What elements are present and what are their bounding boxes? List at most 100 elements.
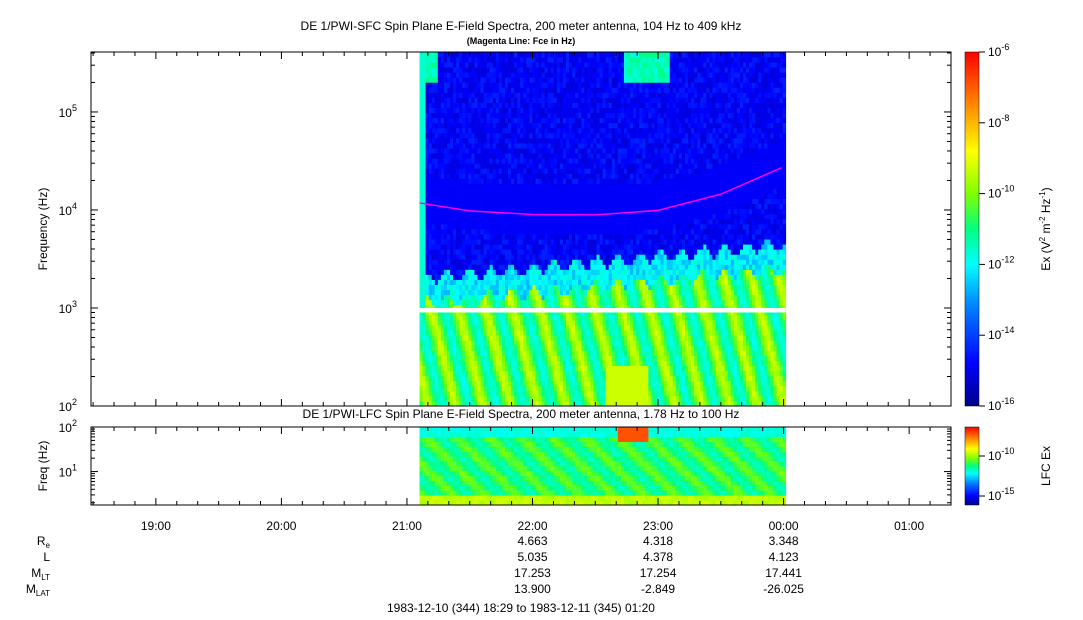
top-spectrogram-cell [511, 244, 515, 250]
top-spectrogram-cell [492, 153, 497, 159]
top-spectrogram-cell [492, 395, 497, 402]
top-spectrogram-cell [526, 234, 530, 240]
top-spectrogram-cell [593, 259, 597, 265]
top-spectrogram-cell [511, 390, 515, 397]
top-spectrogram-cell [550, 355, 555, 361]
top-spectrogram-cell [526, 148, 530, 154]
top-spectrogram-cell [535, 375, 539, 382]
top-spectrogram-cell [428, 72, 433, 78]
top-spectrogram-cell [565, 178, 570, 184]
top-spectrogram-cell [611, 380, 616, 387]
top-spectrogram-cell [611, 153, 616, 159]
top-spectrogram-cell [471, 254, 475, 260]
top-spectrogram-cell [630, 188, 634, 194]
top-spectrogram-cell [419, 178, 423, 184]
top-spectrogram-cell [602, 122, 607, 129]
top-spectrogram-cell [462, 198, 466, 205]
top-spectrogram-cell [465, 385, 469, 392]
top-spectrogram-cell [605, 218, 610, 225]
top-spectrogram-cell [544, 102, 549, 109]
top-spectrogram-cell [486, 380, 491, 387]
top-spectrogram-cell [562, 107, 567, 114]
top-spectrogram-cell [446, 143, 451, 149]
top-spectrogram-cell [511, 143, 515, 149]
top-spectrogram-cell [526, 117, 530, 124]
top-spectrogram-cell [605, 340, 610, 346]
top-spectrogram-cell [495, 395, 500, 402]
top-spectrogram-cell [489, 107, 494, 114]
top-spectrogram-cell [556, 107, 561, 114]
top-spectrogram-cell [630, 102, 634, 109]
top-spectrogram-cell [456, 82, 460, 88]
top-spectrogram-cell [520, 325, 524, 331]
top-spectrogram-cell [489, 203, 494, 210]
top-spectrogram-cell [605, 97, 610, 103]
top-spectrogram-cell [468, 143, 472, 149]
top-spectrogram-cell [477, 314, 481, 321]
top-spectrogram-cell [517, 269, 521, 275]
top-spectrogram-cell [553, 203, 558, 210]
top-spectrogram-cell [593, 279, 597, 286]
top-spectrogram-cell [501, 92, 506, 98]
top-spectrogram-cell [489, 97, 494, 103]
top-spectrogram-cell [556, 67, 561, 73]
top-spectrogram-cell [443, 223, 448, 230]
top-spectrogram-cell [596, 218, 600, 225]
top-spectrogram-cell [471, 183, 475, 189]
top-spectrogram-cell [495, 158, 500, 164]
top-spectrogram-cell [529, 395, 533, 402]
top-spectrogram-cell [550, 163, 555, 169]
top-spectrogram-cell [569, 274, 573, 280]
top-spectrogram-cell [614, 304, 619, 311]
top-spectrogram-cell [532, 188, 536, 194]
top-spectrogram-cell [556, 345, 561, 351]
top-spectrogram-cell [523, 279, 527, 286]
top-spectrogram-cell [556, 178, 561, 184]
top-spectrogram-cell [535, 92, 539, 98]
top-spectrogram-cell [504, 107, 509, 114]
top-spectrogram-cell [623, 148, 628, 154]
top-spectrogram-cell [431, 274, 436, 280]
top-spectrogram-cell [480, 97, 484, 103]
top-spectrogram-cell [623, 314, 628, 321]
top-spectrogram-cell [611, 335, 616, 341]
top-spectrogram-cell [517, 229, 521, 235]
top-spectrogram-cell [440, 355, 445, 361]
top-spectrogram-cell [456, 355, 460, 361]
top-spectrogram-cell [541, 117, 546, 124]
top-spectrogram-cell [468, 314, 472, 321]
top-spectrogram-cell [520, 153, 524, 159]
top-spectrogram-cell [492, 137, 497, 144]
top-spectrogram-cell [541, 279, 546, 286]
top-spectrogram-cell [474, 355, 478, 361]
top-spectrogram-cell [459, 244, 463, 250]
top-spectrogram-cell [529, 52, 533, 58]
top-spectrogram-cell [620, 249, 625, 255]
top-spectrogram-cell [562, 365, 567, 371]
top-spectrogram-cell [498, 193, 503, 200]
top-spectrogram-cell [630, 143, 634, 149]
top-spectrogram-cell [492, 380, 497, 387]
top-spectrogram-cell [483, 112, 488, 119]
top-spectrogram-cell [587, 279, 591, 286]
top-spectrogram-cell [514, 208, 518, 215]
top-spectrogram-cell [462, 370, 466, 377]
top-spectrogram-cell [529, 365, 533, 371]
top-spectrogram-cell [437, 239, 442, 245]
top-spectrogram-cell [526, 314, 530, 321]
top-spectrogram-cell [575, 254, 579, 260]
top-spectrogram-cell [526, 264, 530, 270]
top-spectrogram-cell [550, 223, 555, 230]
top-spectrogram-cell [459, 127, 463, 134]
top-spectrogram-cell [569, 249, 573, 255]
top-spectrogram-cell [575, 158, 579, 164]
top-spectrogram-cell [425, 355, 430, 361]
top-spectrogram-cell [498, 350, 503, 356]
top-spectrogram-cell [468, 380, 472, 387]
top-spectrogram-cell [486, 239, 491, 245]
top-spectrogram-cell [538, 97, 542, 103]
top-spectrogram-cell [483, 107, 488, 114]
top-spectrogram-cell [450, 390, 454, 397]
top-spectrogram-cell [523, 223, 527, 230]
top-spectrogram-cell [501, 203, 506, 210]
